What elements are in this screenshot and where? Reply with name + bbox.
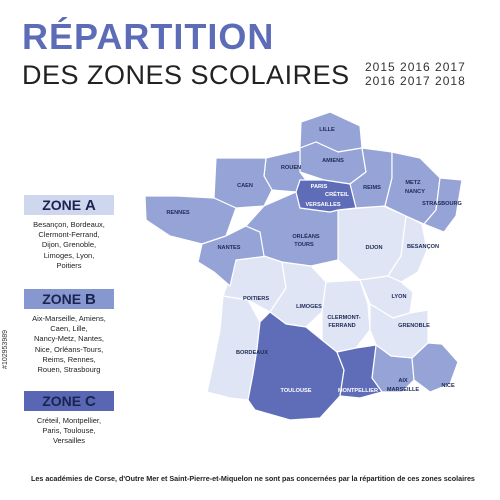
zone-c-header: ZONE C (24, 391, 114, 411)
zone-c-cities: Créteil, Montpellier, Paris, Toulouse, V… (24, 416, 114, 447)
zone-b-cities: Aix-Marseille, Amiens, Caen, Lille, Nanc… (24, 314, 114, 375)
label-nice: NICE (441, 383, 455, 389)
zone-a-cities: Besançon, Bordeaux, Clermont-Ferrand, Di… (24, 220, 114, 271)
label-montpellier: MONTPELLIER (338, 388, 378, 394)
label-marseille: MARSEILLE (387, 387, 420, 393)
zone-a-city-line: Besançon, Bordeaux, (33, 220, 105, 229)
label-rouen: ROUEN (281, 165, 301, 171)
years-top: 2015 2016 2017 (365, 60, 466, 74)
zone-a-header: ZONE A (24, 195, 114, 215)
zone-b-city-line: Nice, Orléans-Tours, (34, 344, 104, 354)
stock-id: #102953989 (2, 330, 9, 369)
label-toulouse: TOULOUSE (281, 388, 312, 394)
page-subtitle: DES ZONES SCOLAIRES (22, 60, 350, 90)
zone-b-label: ZONE (42, 291, 82, 307)
label-strasbourg: STRASBOURG (422, 201, 462, 207)
label-bordeaux: BORDEAUX (236, 350, 268, 356)
label-reims: REIMS (363, 185, 381, 191)
label-ferrand: FERRAND (328, 323, 355, 329)
zone-c-city-line: Paris, Toulouse, (42, 426, 96, 436)
label-lille: LILLE (319, 127, 335, 133)
region-nantes (197, 225, 269, 287)
label-paris: PARIS (311, 184, 328, 190)
label-versailles: VERSAILLES (305, 202, 340, 208)
zone-b-city-line: Caen, Lille, (50, 324, 88, 334)
school-years: 2015 2016 2017 2016 2017 2018 (365, 61, 466, 87)
zone-b-city-line: Aix-Marseille, Amiens, (32, 314, 106, 323)
region-paris-area (295, 179, 357, 213)
zone-b-city-line: Nancy-Metz, Nantes, (33, 334, 105, 344)
label-nantes: NANTES (218, 245, 241, 251)
label-orleans: ORLÉANS (292, 232, 320, 240)
region-nice (411, 342, 459, 393)
zone-a-legend: ZONE A Besançon, Bordeaux, Clermont-Ferr… (24, 195, 114, 271)
zone-a-letter: A (84, 197, 96, 214)
label-clermont: CLERMONT- (327, 315, 360, 321)
zone-a-label: ZONE (42, 197, 82, 213)
region-montpellier (336, 344, 383, 399)
label-aix: AIX (398, 378, 408, 384)
zone-c-label: ZONE (42, 393, 82, 409)
label-besancon: BESANÇON (407, 244, 439, 250)
zone-a-city-line: Limoges, Lyon, (43, 250, 95, 260)
page-title: RÉPARTITION (22, 16, 275, 57)
footnote: Les académies de Corse, d'Outre Mer et S… (31, 474, 475, 483)
label-rennes: RENNES (166, 210, 190, 216)
label-poitiers: POITIERS (243, 296, 269, 302)
zone-b-letter: B (84, 291, 96, 308)
label-dijon: DIJON (365, 245, 382, 251)
region-besancon (387, 215, 428, 283)
label-grenoble: GRENOBLE (398, 323, 430, 329)
zone-c-city-line: Créteil, Montpellier, (36, 416, 102, 425)
years-bottom: 2016 2017 2018 (365, 74, 466, 88)
zone-b-header: ZONE B (24, 289, 114, 309)
zone-a-city-line: Poitiers (56, 260, 82, 270)
zone-c-legend: ZONE C Créteil, Montpellier, Paris, Toul… (24, 391, 114, 447)
zone-a-city-line: Clermont-Ferrand, (38, 230, 100, 240)
label-metz: METZ (405, 180, 421, 186)
zone-c-city-line: Versailles (52, 436, 86, 446)
label-amiens: AMIENS (322, 158, 344, 164)
zone-a-city-line: Dijon, Grenoble, (41, 240, 97, 250)
zone-b-city-line: Reims, Rennes, (42, 354, 96, 364)
label-creteil: CRÉTEIL (325, 190, 350, 198)
label-nancy: NANCY (405, 189, 425, 195)
zone-c-letter: C (84, 393, 96, 410)
label-tours: TOURS (294, 242, 314, 248)
label-lyon: LYON (391, 294, 406, 300)
region-strasbourg (423, 177, 463, 233)
label-caen: CAEN (237, 183, 253, 189)
zone-b-legend: ZONE B Aix-Marseille, Amiens, Caen, Lill… (24, 289, 114, 375)
label-limoges: LIMOGES (296, 304, 322, 310)
zone-b-city-line: Rouen, Strasbourg (37, 365, 101, 375)
